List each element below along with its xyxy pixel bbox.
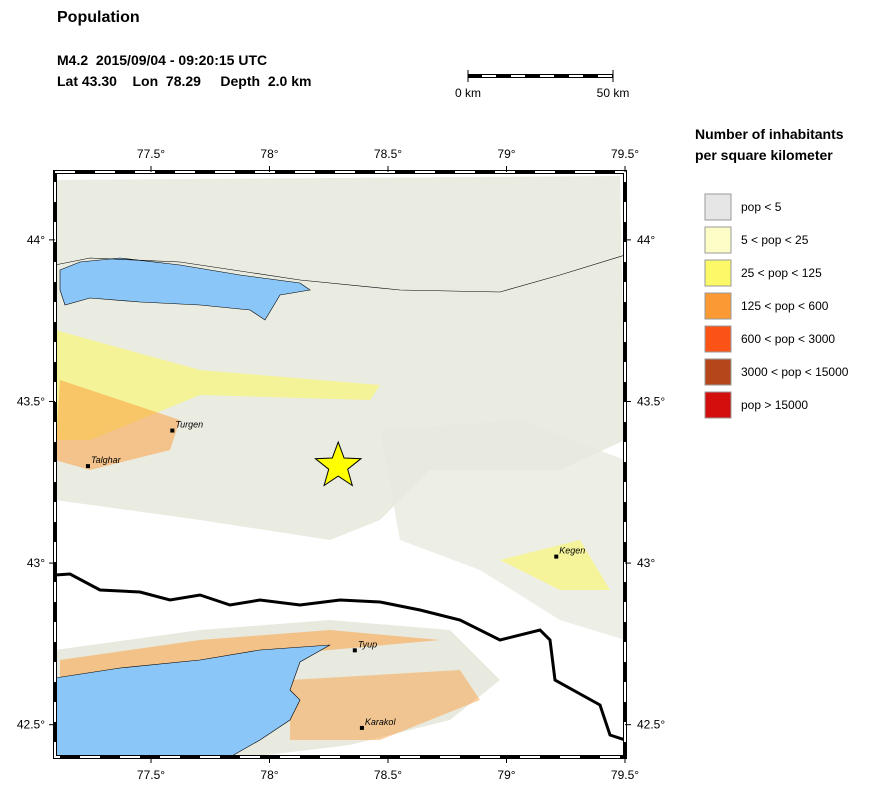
city-label: Turgen	[175, 420, 203, 430]
legend: pop < 5 5 < pop < 25 25 < pop < 125 125 < p…	[704, 193, 849, 419]
legend-label: 125 < pop < 600	[741, 299, 829, 313]
x-tick-label: 78°	[260, 768, 278, 782]
legend-swatch	[704, 259, 732, 287]
city-marker	[359, 725, 364, 730]
legend-swatch	[704, 193, 732, 221]
legend-swatch	[704, 325, 732, 353]
x-tick-label: 78.5°	[374, 147, 402, 161]
legend-label: 5 < pop < 25	[741, 233, 809, 247]
scale-end: 50 km	[597, 86, 630, 100]
event-info: M4.2 2015/09/04 - 09:20:15 UTC	[57, 52, 267, 68]
legend-label: 600 < pop < 3000	[741, 332, 835, 346]
x-tick-label: 78.5°	[374, 768, 402, 782]
city-label: Karakol	[365, 717, 397, 727]
city-label: Tyup	[358, 639, 377, 649]
y-tick-label: 42.5°	[637, 718, 665, 732]
legend-title: Number of inhabitants	[695, 126, 844, 142]
y-tick-label: 43.5°	[637, 394, 665, 408]
x-tick-label: 79°	[497, 768, 515, 782]
x-tick-label: 77.5°	[137, 147, 165, 161]
x-tick-label: 79.5°	[611, 147, 639, 161]
y-tick-label: 43°	[637, 556, 655, 570]
legend-swatch	[704, 292, 732, 320]
legend-title: per square kilometer	[695, 147, 833, 163]
x-tick-label: 78°	[260, 147, 278, 161]
scale-start: 0 km	[455, 86, 481, 100]
scale-bar	[467, 70, 614, 82]
overlay: 77.5° 77.5° 78° 78° 78.5° 78.5° 79° 79° 79.5° 79.…	[17, 147, 666, 782]
legend-swatch	[704, 226, 732, 254]
y-tick-label: 44°	[637, 233, 655, 247]
y-tick-label: 42.5°	[17, 718, 45, 732]
legend-swatch	[704, 358, 732, 386]
y-tick-label: 43°	[27, 556, 45, 570]
legend-label: 25 < pop < 125	[741, 266, 822, 280]
legend-label: pop > 15000	[741, 398, 808, 412]
x-tick-label: 79°	[497, 147, 515, 161]
city-marker	[170, 428, 175, 433]
legend-label: pop < 5	[741, 200, 782, 214]
map-area	[55, 172, 625, 757]
legend-swatch	[704, 391, 732, 419]
x-tick-label: 79.5°	[611, 768, 639, 782]
y-tick-label: 43.5°	[17, 394, 45, 408]
location-info: Lat 43.30 Lon 78.29 Depth 2.0 km	[57, 73, 311, 89]
map-frame	[54, 171, 626, 758]
city-marker	[85, 464, 90, 469]
city-marker	[554, 554, 559, 559]
city-marker	[352, 648, 357, 653]
title: Population	[57, 9, 140, 26]
y-tick-label: 44°	[27, 233, 45, 247]
epicenter-star	[314, 440, 363, 487]
x-tick-label: 77.5°	[137, 768, 165, 782]
city-label: Talghar	[91, 455, 122, 465]
legend-label: 3000 < pop < 15000	[741, 365, 849, 379]
city-label: Kegen	[559, 546, 585, 556]
